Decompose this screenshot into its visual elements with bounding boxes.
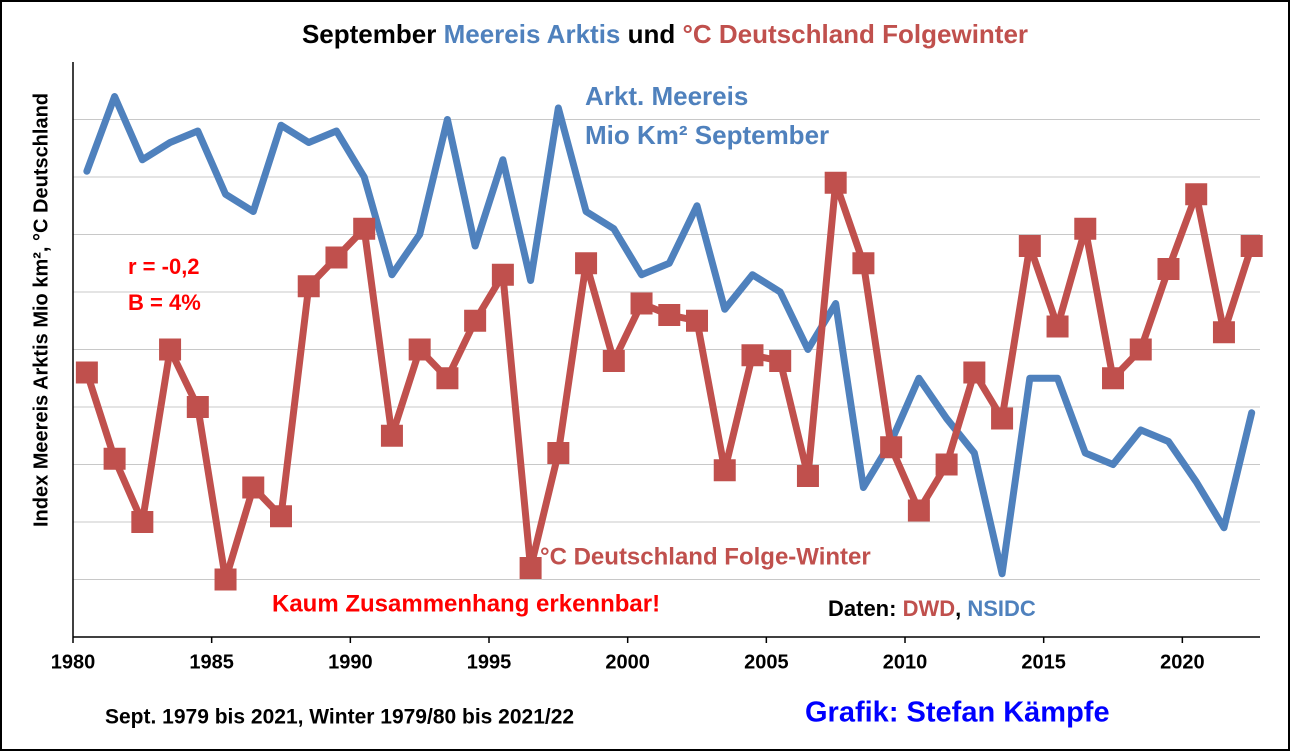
- annotation: Kaum Zusammenhang erkennbar!: [272, 590, 660, 617]
- marker: [464, 309, 487, 332]
- marker: [907, 499, 930, 522]
- title-part: °C Deutschland Folgewinter: [683, 19, 1029, 49]
- marker: [1074, 217, 1097, 240]
- credit: Grafik: Stefan Kämpfe: [805, 697, 1110, 729]
- marker: [741, 344, 764, 367]
- marker: [242, 476, 265, 499]
- marker: [436, 367, 459, 390]
- marker: [1157, 258, 1180, 280]
- x-tick-label: 2000: [605, 651, 650, 673]
- marker: [103, 447, 126, 470]
- marker: [852, 252, 875, 275]
- annotation: Mio Km² September: [585, 120, 829, 150]
- marker: [963, 361, 986, 384]
- marker: [1212, 321, 1235, 344]
- marker: [325, 246, 348, 269]
- marker: [796, 465, 819, 487]
- annotation: r = -0,2: [128, 254, 200, 279]
- x-tick-label: 2005: [744, 651, 789, 673]
- source-part: Daten:: [828, 596, 903, 621]
- x-tick-label: 2010: [883, 651, 928, 673]
- marker: [658, 304, 681, 326]
- marker: [1102, 367, 1125, 390]
- marker: [214, 568, 237, 591]
- marker: [75, 361, 98, 384]
- marker: [519, 557, 542, 579]
- marker: [270, 505, 293, 528]
- marker: [1018, 235, 1041, 257]
- chart-title: September Meereis Arktis und °C Deutschl…: [302, 19, 1028, 49]
- x-tick-label: 1990: [328, 651, 373, 673]
- marker: [935, 453, 958, 476]
- annotation: °C Deutschland Folge-Winter: [540, 543, 871, 570]
- source-part: DWD: [903, 596, 956, 621]
- x-tick-label: 1985: [189, 651, 234, 673]
- marker: [186, 396, 209, 418]
- marker: [380, 424, 403, 447]
- footer: Sept. 1979 bis 2021, Winter 1979/80 bis …: [105, 706, 574, 729]
- marker: [713, 459, 736, 482]
- marker: [353, 217, 376, 240]
- source: Daten: DWD, NSIDC: [828, 596, 1036, 621]
- title-part: und: [628, 19, 676, 49]
- marker: [1185, 183, 1208, 206]
- marker: [159, 338, 182, 361]
- marker: [547, 442, 570, 464]
- marker: [602, 350, 625, 372]
- y-axis-label: Index Meereis Arktis Mio km², °C Deutsch…: [30, 93, 52, 527]
- source-part: NSIDC: [967, 596, 1036, 621]
- marker: [297, 275, 320, 298]
- marker: [408, 338, 431, 361]
- marker: [991, 407, 1014, 430]
- x-tick-label: 1995: [467, 651, 512, 673]
- annotation: Arkt. Meereis: [585, 81, 748, 111]
- series-line: [83, 93, 1256, 578]
- marker: [1129, 338, 1152, 361]
- x-tick-label: 2015: [1021, 651, 1066, 673]
- marker: [131, 511, 154, 533]
- x-tick-label: 1980: [51, 651, 96, 673]
- marker: [824, 171, 847, 194]
- marker: [491, 263, 514, 286]
- marker: [1046, 315, 1069, 338]
- title-part: Meereis Arktis: [444, 19, 621, 49]
- marker: [630, 292, 653, 315]
- x-tick-label: 2020: [1160, 651, 1205, 673]
- marker: [686, 309, 709, 332]
- marker: [575, 252, 598, 275]
- annotation: B = 4%: [128, 290, 201, 315]
- title-part: September: [302, 19, 436, 49]
- marker: [880, 436, 903, 459]
- marker: [769, 350, 792, 372]
- marker: [1240, 235, 1263, 257]
- source-part: ,: [955, 596, 967, 621]
